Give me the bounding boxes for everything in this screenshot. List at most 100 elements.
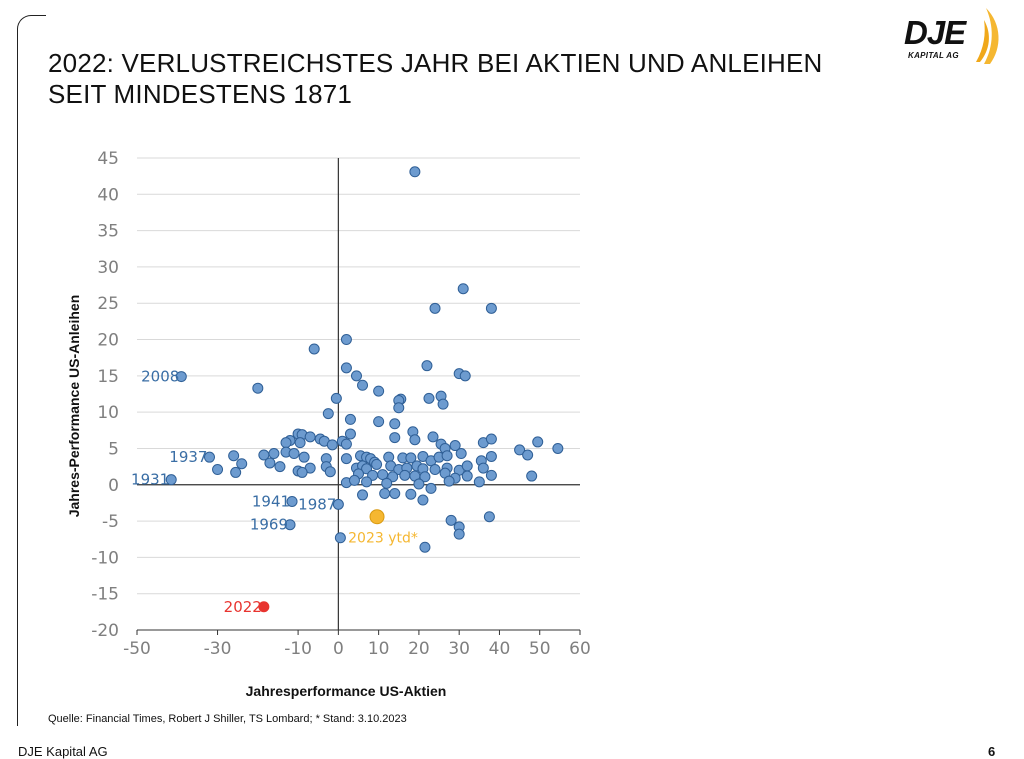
data-point (526, 470, 538, 482)
data-point (485, 450, 497, 462)
data-point (459, 370, 471, 382)
data-point (437, 398, 449, 410)
data-point (340, 453, 352, 465)
x-tick-label: -30 (204, 639, 232, 659)
point-label-1987: 1987 (298, 495, 336, 513)
data-point (399, 469, 411, 481)
data-point (326, 439, 338, 451)
data-point (485, 302, 497, 314)
x-tick-label: 10 (368, 639, 390, 659)
point-label-1969: 1969 (250, 516, 288, 534)
data-point (425, 482, 437, 494)
data-point (413, 478, 425, 490)
data-point (473, 476, 485, 488)
data-point (373, 416, 385, 428)
data-point (483, 511, 495, 523)
labeled-point-1969 (284, 519, 296, 531)
y-tick-label: 10 (97, 403, 119, 423)
data-point (441, 450, 453, 462)
x-tick-label: 0 (333, 639, 344, 659)
data-point (294, 437, 306, 449)
dje-logo: DJE KAPITAL AG (898, 6, 1006, 68)
data-point (389, 487, 401, 499)
data-point (379, 487, 391, 499)
y-tick-label: 0 (108, 476, 119, 496)
data-point (405, 452, 417, 464)
data-point (485, 433, 497, 445)
labeled-point-1941 (286, 495, 298, 507)
x-tick-label: -50 (123, 639, 151, 659)
x-tick-label: 40 (489, 639, 511, 659)
data-point (419, 541, 431, 553)
data-point (322, 408, 334, 420)
data-point (264, 457, 276, 469)
data-point (268, 448, 280, 460)
source-note: Quelle: Financial Times, Robert J Shille… (48, 713, 407, 725)
data-point (371, 458, 383, 470)
data-point (212, 464, 224, 476)
y-tick-label: 35 (97, 222, 119, 242)
y-axis-label: Jahres-Performance US-Anleihen (66, 295, 82, 518)
data-point (340, 438, 352, 450)
data-point (280, 437, 292, 449)
data-point (274, 461, 286, 473)
data-point (340, 334, 352, 346)
data-point (455, 448, 467, 460)
labeled-point-1937 (203, 451, 215, 463)
data-point (429, 464, 441, 476)
grid-layer (137, 157, 580, 631)
data-point (308, 343, 320, 355)
data-point (357, 489, 369, 501)
data-point (344, 413, 356, 425)
data-point (477, 462, 489, 474)
x-tick-label: 30 (448, 639, 470, 659)
y-tick-label: -15 (91, 585, 119, 605)
data-point (334, 532, 346, 544)
title-line-1: 2022: VERLUSTREICHSTES JAHR BEI AKTIEN U… (48, 48, 823, 78)
labeled-point-2023ytd (369, 509, 385, 525)
data-point (461, 470, 473, 482)
labeled-point-1987 (332, 498, 344, 510)
data-point (532, 436, 544, 448)
data-point (389, 418, 401, 430)
y-tick-label: 40 (97, 185, 119, 205)
data-point (381, 477, 393, 489)
x-tick-label: 60 (569, 639, 591, 659)
data-point (421, 360, 433, 372)
footer-company: DJE Kapital AG (18, 744, 108, 759)
data-point (252, 382, 264, 394)
y-tick-label: -5 (102, 512, 119, 532)
data-point (405, 488, 417, 500)
page-title: 2022: VERLUSTREICHSTES JAHR BEI AKTIEN U… (48, 48, 823, 110)
data-point (443, 475, 455, 487)
data-point (357, 379, 369, 391)
data-point (419, 471, 431, 483)
data-point (389, 432, 401, 444)
point-layer (165, 166, 564, 613)
data-point (552, 442, 564, 454)
data-point (453, 528, 465, 540)
data-point (423, 392, 435, 404)
x-axis-label: Jahresperformance US-Aktien (246, 683, 447, 699)
y-tick-label: 25 (97, 294, 119, 314)
logo-text: DJE (904, 14, 966, 51)
y-tick-label: 20 (97, 331, 119, 351)
point-label-1941: 1941 (252, 492, 290, 510)
point-label-2023ytd: 2023 ytd* (348, 531, 418, 547)
labeled-point-1931 (165, 474, 177, 486)
data-point (288, 448, 300, 460)
data-point (361, 476, 373, 488)
data-point (340, 362, 352, 374)
point-label-2008: 2008 (141, 368, 179, 386)
data-point (348, 474, 360, 486)
data-point (304, 431, 316, 443)
data-point (373, 385, 385, 397)
point-label-1931: 1931 (131, 471, 169, 489)
data-point (485, 469, 497, 481)
data-point (409, 434, 421, 446)
data-point (344, 428, 356, 440)
data-point (449, 440, 461, 452)
